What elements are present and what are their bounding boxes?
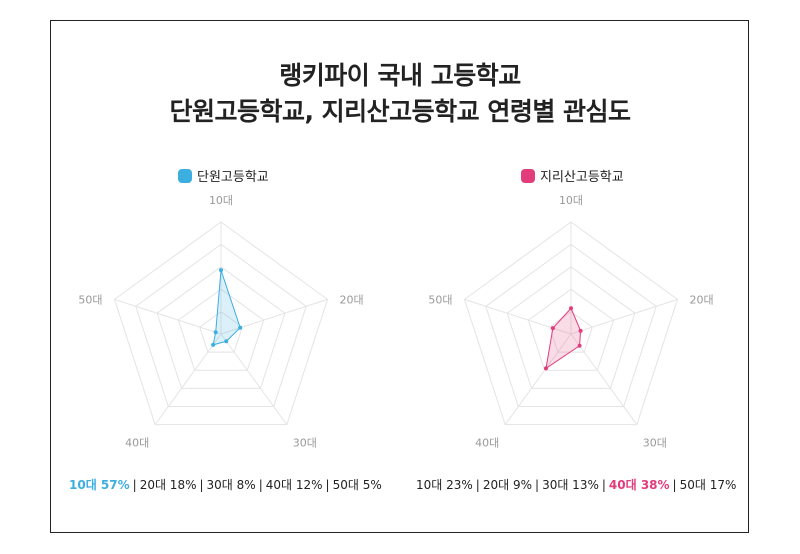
data-point-right-4 (550, 326, 555, 331)
grid-ring-left-3 (156, 266, 286, 389)
grid-spoke-right-1 (570, 298, 678, 335)
axis-label-right-1: 20대 (690, 293, 714, 306)
grid-ring-left-5 (113, 221, 329, 426)
stats-item-left-1: 20대 18% (139, 478, 197, 492)
data-point-right-1 (578, 328, 583, 333)
axis-label-right-0: 10대 (559, 194, 583, 207)
stats-separator: | (535, 478, 540, 492)
grid-ring-right-4 (485, 243, 657, 407)
data-point-left-2 (224, 339, 229, 344)
axis-label-left-2: 30대 (293, 437, 317, 450)
axis-label-left-0: 10대 (209, 194, 233, 207)
grid-ring-left-2 (177, 288, 265, 371)
grid-spoke-left-2 (220, 333, 288, 425)
stats-item-right-3: 40대 38% (608, 478, 670, 492)
stats-separator: | (325, 478, 330, 492)
stats-separator: | (475, 478, 480, 492)
stats-item-left-0: 10대 57% (69, 478, 130, 492)
stats-separator: | (601, 478, 606, 492)
data-point-right-3 (543, 366, 548, 371)
stats-separator: | (132, 478, 137, 492)
stats-item-left-2: 30대 8% (206, 478, 256, 492)
grid-spoke-right-2 (570, 333, 638, 425)
stats-item-left-3: 40대 12% (265, 478, 323, 492)
legend-swatch-left (178, 168, 192, 183)
data-point-left-4 (213, 330, 218, 335)
axis-label-right-4: 50대 (428, 293, 452, 306)
stats-separator: | (258, 478, 263, 492)
grid-spoke-left-3 (154, 333, 222, 425)
axis-label-right-2: 30대 (643, 437, 667, 450)
axis-label-left-3: 40대 (125, 437, 149, 450)
legend-item-left: 단원고등학교 (178, 166, 269, 185)
data-point-left-0 (219, 268, 223, 273)
data-point-left-3 (211, 342, 216, 347)
grid-spoke-right-3 (504, 333, 572, 425)
data-point-right-2 (577, 343, 582, 348)
grid-ring-left-4 (135, 243, 307, 407)
stats-item-left-4: 50대 5% (332, 478, 382, 492)
grid-ring-right-2 (527, 288, 615, 371)
data-area-left (212, 270, 241, 346)
axis-label-left-4: 50대 (78, 293, 102, 306)
stats-item-right-0: 10대 23% (416, 478, 473, 492)
grid-ring-right-5 (463, 221, 679, 426)
axis-label-left-1: 20대 (340, 293, 364, 306)
stats-item-right-4: 50대 17% (679, 478, 737, 492)
legend-swatch-right (521, 168, 535, 183)
legend-item-right: 지리산고등학교 (521, 166, 624, 185)
legend-label-left: 단원고등학교 (197, 170, 269, 185)
stats-separator: | (199, 478, 204, 492)
stats-separator: | (672, 478, 677, 492)
data-area-right (545, 307, 582, 370)
grid-ring-right-3 (506, 266, 636, 389)
axis-label-right-3: 40대 (475, 437, 499, 450)
data-point-left-1 (238, 325, 243, 330)
chart-title-line2: 단원고등학교, 지리산고등학교 연령별 관심도 (169, 97, 631, 126)
stats-line-left: 10대 57% | 20대 18% | 30대 8% | 40대 12% | 50대 5% (69, 476, 382, 493)
legend-label-right: 지리산고등학교 (540, 170, 624, 185)
stats-line-right: 10대 23% | 20대 9% | 30대 13% | 40대 38% | 50대 17% (416, 476, 736, 493)
chart-frame (50, 20, 749, 533)
chart-title-line1: 랭키파이 국내 고등학교 (279, 61, 521, 90)
stats-item-right-2: 30대 13% (542, 478, 599, 492)
data-point-right-0 (569, 306, 573, 311)
stats-item-right-1: 20대 9% (482, 478, 533, 492)
grid-spoke-left-4 (114, 298, 222, 335)
